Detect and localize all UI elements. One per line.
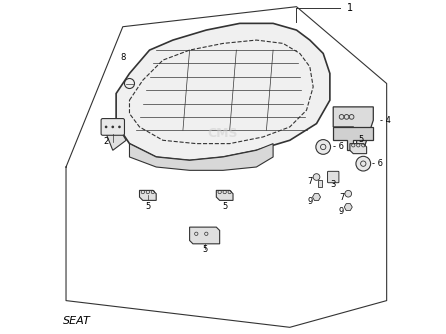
Polygon shape — [216, 190, 233, 200]
Circle shape — [356, 156, 371, 171]
Polygon shape — [116, 23, 330, 160]
Text: SEAT: SEAT — [63, 316, 91, 326]
Text: - 6: - 6 — [372, 159, 383, 168]
Circle shape — [345, 190, 351, 197]
Polygon shape — [333, 127, 373, 150]
Text: 2: 2 — [103, 137, 109, 146]
Polygon shape — [350, 144, 367, 154]
Text: - 6: - 6 — [333, 143, 344, 151]
Polygon shape — [106, 124, 126, 150]
Text: 7: 7 — [307, 177, 313, 186]
Polygon shape — [333, 107, 373, 150]
Text: 5: 5 — [145, 202, 150, 211]
Text: - 4: - 4 — [380, 116, 391, 125]
Text: 5: 5 — [358, 135, 363, 144]
Text: 1: 1 — [347, 3, 353, 13]
Text: 8: 8 — [120, 53, 125, 62]
Circle shape — [313, 174, 320, 180]
FancyBboxPatch shape — [327, 171, 339, 183]
Text: CMS: CMS — [208, 127, 238, 140]
Circle shape — [112, 126, 114, 128]
Text: 9: 9 — [307, 197, 313, 206]
Text: 3: 3 — [330, 180, 336, 189]
Bar — [318, 180, 322, 187]
Text: 7: 7 — [339, 193, 344, 202]
Text: 9: 9 — [339, 207, 344, 216]
Polygon shape — [313, 194, 321, 200]
Circle shape — [118, 126, 121, 128]
Text: 5: 5 — [202, 245, 207, 254]
Polygon shape — [140, 190, 156, 200]
Polygon shape — [190, 227, 220, 244]
Text: 5: 5 — [222, 202, 227, 211]
Polygon shape — [344, 204, 352, 210]
Polygon shape — [129, 144, 273, 170]
FancyBboxPatch shape — [101, 119, 124, 135]
Circle shape — [105, 126, 107, 128]
Circle shape — [316, 140, 330, 154]
